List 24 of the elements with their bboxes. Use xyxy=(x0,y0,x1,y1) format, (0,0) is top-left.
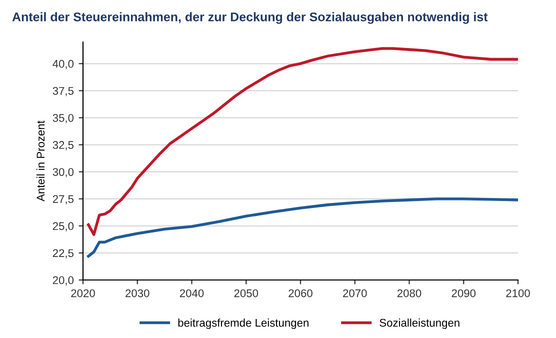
x-tick-label: 2040 xyxy=(180,289,204,298)
y-tick-label: 37,5 xyxy=(52,86,74,96)
y-tick-label: 32,5 xyxy=(52,141,74,150)
y-tick-label: 35,0 xyxy=(52,114,74,124)
x-tick-label: 2080 xyxy=(397,289,422,298)
x-tick-label: 2050 xyxy=(234,289,258,298)
y-tick-label: 20,0 xyxy=(52,276,74,286)
x-tick-label: 2090 xyxy=(452,289,476,298)
y-tick-label: 25,0 xyxy=(52,222,74,232)
y-tick-label: 30,0 xyxy=(52,168,74,178)
y-tick-label: 22,5 xyxy=(52,249,74,258)
x-tick-label: 2070 xyxy=(343,289,367,298)
x-tick-label: 2030 xyxy=(126,289,150,298)
chart-title: Anteil der Steuereinnahmen, der zur Deckung der Sozialausgaben notwendig ist xyxy=(12,12,488,24)
y-tick-label: 27,5 xyxy=(52,195,74,204)
y-axis-title: Anteil in Prozent xyxy=(36,120,45,202)
x-tick-label: 2060 xyxy=(288,289,312,298)
legend-label: beitragsfremde Leistungen xyxy=(178,318,308,329)
line-series xyxy=(87,47,518,236)
y-tick-label: 40,0 xyxy=(52,60,74,70)
legend-label: Sozialleistungen xyxy=(380,318,460,329)
x-tick-label: 2100 xyxy=(506,289,530,298)
x-tick-label: 2020 xyxy=(71,289,95,298)
line-series xyxy=(87,197,518,258)
